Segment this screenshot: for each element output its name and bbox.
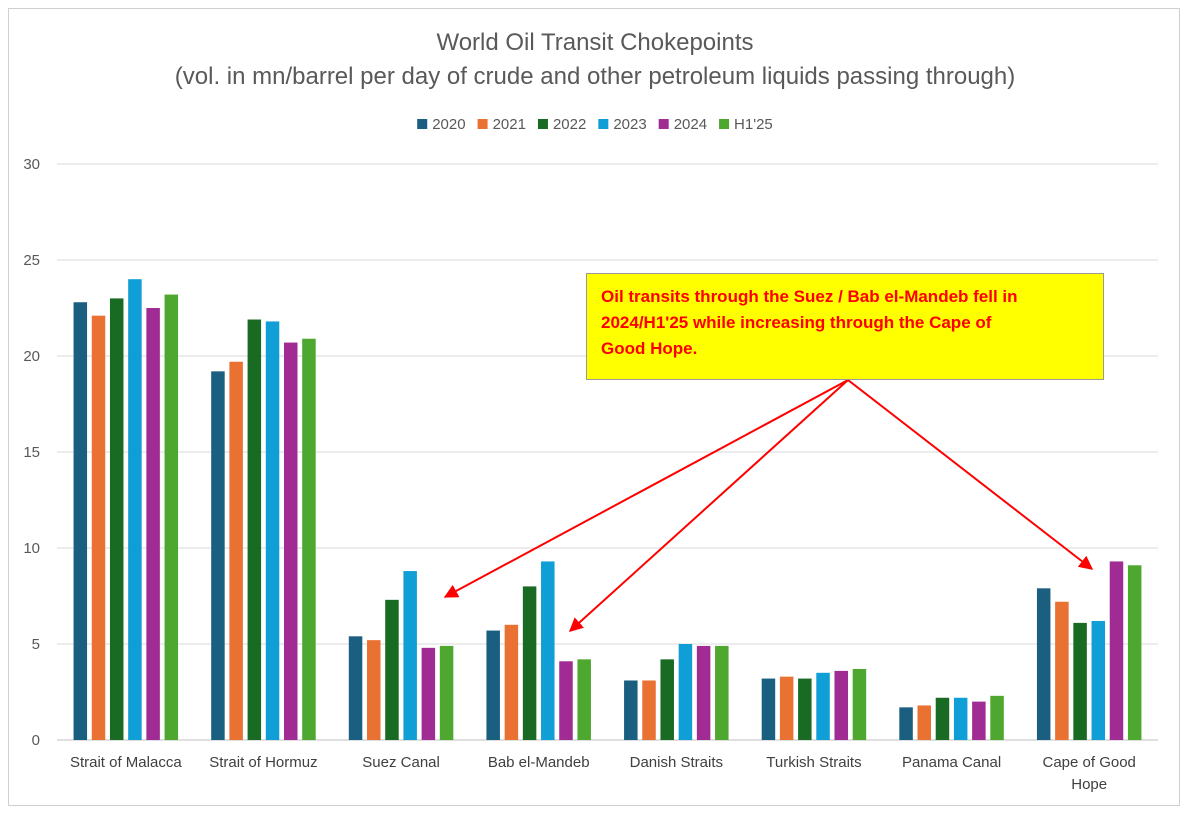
category-label: Hope bbox=[1071, 776, 1107, 793]
bar bbox=[559, 661, 573, 740]
bar bbox=[779, 676, 794, 740]
legend: 2020 2021 2022 2023 2024 H1'25 bbox=[417, 116, 773, 133]
legend-swatch bbox=[719, 119, 730, 129]
bar bbox=[283, 342, 298, 740]
bar bbox=[385, 599, 399, 740]
legend-swatch bbox=[417, 119, 428, 129]
y-tick-label: 10 bbox=[23, 540, 40, 557]
annotation-arrow bbox=[847, 379, 1094, 570]
bar bbox=[164, 294, 179, 740]
bar bbox=[439, 645, 454, 740]
legend-label: 2021 bbox=[493, 116, 526, 133]
y-axis-ticks: 0 5 10 15 20 25 30 bbox=[23, 156, 40, 749]
bar bbox=[834, 670, 848, 740]
bar bbox=[91, 315, 106, 740]
bar bbox=[504, 624, 519, 740]
category-label: Bab el-Mandeb bbox=[488, 754, 590, 771]
bar bbox=[403, 571, 417, 740]
chart-title: World Oil Transit Chokepoints bbox=[436, 29, 753, 56]
category-label: Suez Canal bbox=[362, 754, 440, 771]
category-label: Strait of Malacca bbox=[70, 754, 182, 771]
bar bbox=[917, 705, 932, 740]
bar bbox=[642, 680, 656, 740]
bar bbox=[1109, 561, 1124, 740]
y-tick-label: 30 bbox=[23, 156, 40, 173]
bar bbox=[421, 647, 436, 740]
legend-label: H1'25 bbox=[734, 116, 773, 133]
bar bbox=[128, 279, 142, 740]
bar bbox=[899, 707, 913, 740]
chart-subtitle: (vol. in mn/barrel per day of crude and … bbox=[175, 63, 1015, 90]
bar bbox=[678, 644, 693, 740]
bar bbox=[522, 586, 537, 740]
bar bbox=[990, 695, 1004, 740]
bar bbox=[265, 321, 280, 740]
category-label: Turkish Straits bbox=[766, 754, 861, 771]
bar bbox=[211, 371, 225, 740]
bar bbox=[935, 697, 950, 740]
bar bbox=[367, 640, 381, 740]
annotation-arrows bbox=[443, 379, 1094, 632]
legend-label: 2023 bbox=[613, 116, 646, 133]
bar bbox=[1091, 620, 1106, 740]
legend-swatch bbox=[477, 119, 488, 129]
annotation-line: Oil transits through the Suez / Bab el-M… bbox=[601, 287, 1018, 306]
bar bbox=[541, 561, 555, 740]
bar bbox=[696, 645, 711, 740]
annotation-arrow bbox=[568, 379, 849, 632]
category-label: Danish Straits bbox=[630, 754, 723, 771]
bars bbox=[73, 279, 1142, 740]
bar bbox=[302, 338, 316, 740]
bar bbox=[1055, 601, 1069, 740]
annotation-line: 2024/H1'25 while increasing through the … bbox=[601, 313, 992, 332]
bar bbox=[1073, 622, 1087, 740]
bar bbox=[761, 678, 776, 740]
bar bbox=[660, 659, 674, 740]
y-tick-label: 0 bbox=[32, 732, 40, 749]
bar bbox=[229, 361, 243, 740]
bar bbox=[798, 678, 812, 740]
bar bbox=[486, 630, 500, 740]
bar bbox=[247, 319, 262, 740]
bar bbox=[1036, 588, 1051, 740]
category-label: Cape of Good bbox=[1042, 754, 1135, 771]
legend-label: 2020 bbox=[432, 116, 465, 133]
bar bbox=[146, 308, 160, 740]
bar bbox=[816, 672, 830, 740]
y-tick-label: 15 bbox=[23, 444, 40, 461]
legend-swatch bbox=[658, 119, 669, 129]
annotation-callout: Oil transits through the Suez / Bab el-M… bbox=[586, 273, 1104, 380]
bar bbox=[852, 668, 867, 740]
bar bbox=[109, 298, 124, 740]
bar bbox=[715, 645, 729, 740]
bar bbox=[577, 659, 591, 740]
x-axis-categories: Strait of Malacca Strait of Hormuz Suez Ca… bbox=[70, 754, 1136, 793]
bar bbox=[953, 697, 968, 740]
legend-swatch bbox=[537, 119, 548, 129]
category-label: Strait of Hormuz bbox=[209, 754, 317, 771]
legend-label: 2022 bbox=[553, 116, 586, 133]
y-tick-label: 5 bbox=[32, 636, 40, 653]
bar bbox=[1127, 565, 1142, 740]
chart-frame bbox=[8, 8, 1180, 806]
bar bbox=[624, 680, 638, 740]
category-label: Panama Canal bbox=[902, 754, 1001, 771]
legend-swatch bbox=[598, 119, 609, 129]
legend-label: 2024 bbox=[674, 116, 707, 133]
bar bbox=[73, 302, 88, 740]
annotation-line: Good Hope. bbox=[601, 339, 698, 358]
y-tick-label: 25 bbox=[23, 252, 40, 269]
y-tick-label: 20 bbox=[23, 348, 40, 365]
annotation-arrow bbox=[443, 379, 849, 598]
bar bbox=[972, 701, 986, 740]
bar bbox=[348, 636, 363, 740]
